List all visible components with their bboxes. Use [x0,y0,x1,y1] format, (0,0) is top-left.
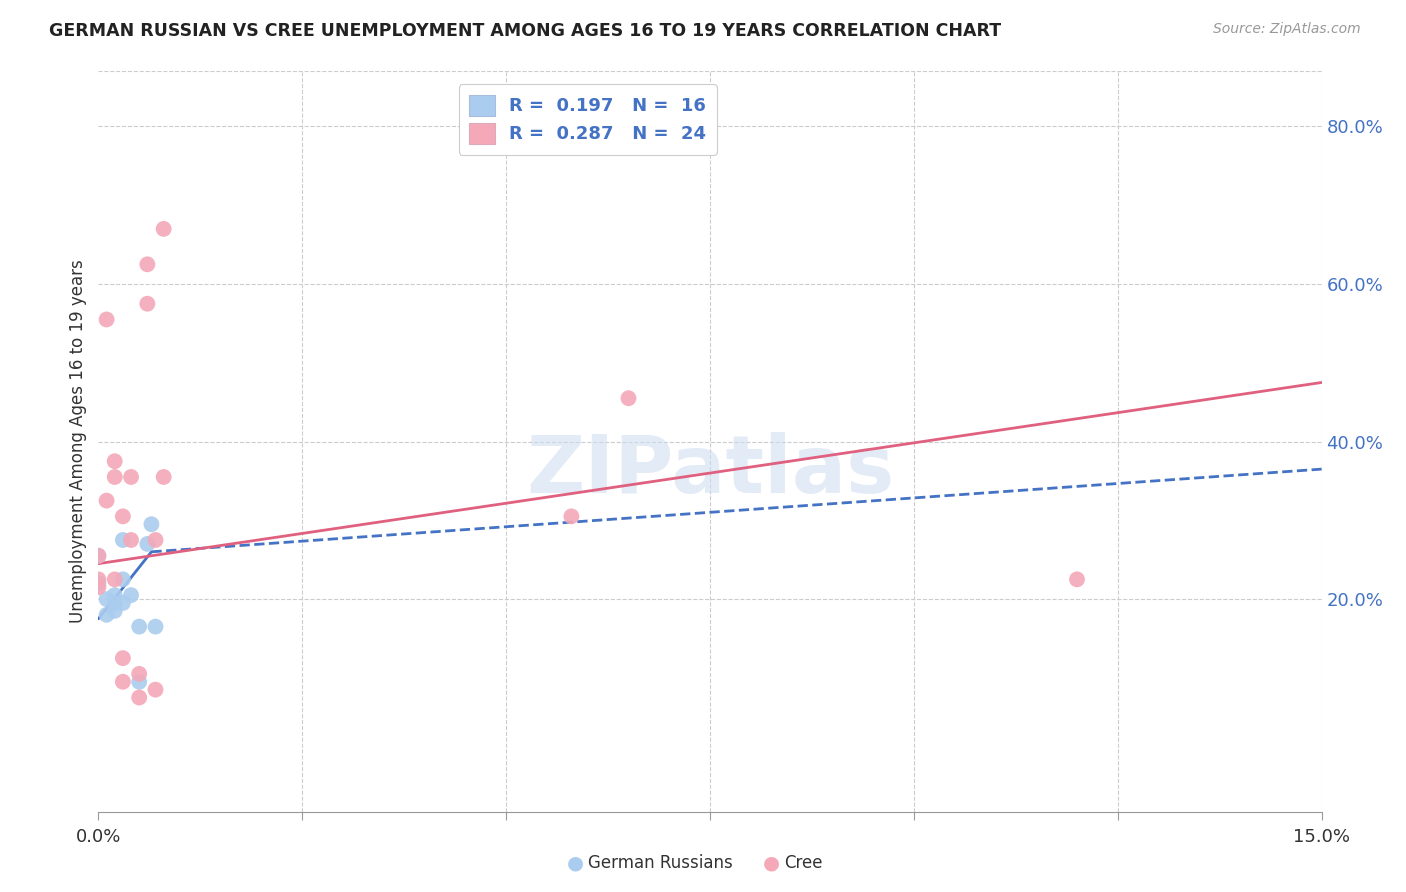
Point [87,576,110,591]
Text: ●: ● [567,854,583,873]
Point [617,391,640,405]
Point [136,257,159,271]
Point [120,588,142,602]
Text: German Russians: German Russians [588,855,733,872]
Point [128,690,150,705]
Point [145,619,167,633]
Point [111,533,134,547]
Text: ZIPatlas: ZIPatlas [526,432,894,510]
Text: Cree: Cree [785,855,823,872]
Point [104,454,127,468]
Point [111,674,134,689]
Point [96,592,118,607]
Point [111,573,134,587]
Point [560,509,582,524]
Text: ●: ● [763,854,780,873]
Point [136,537,159,551]
Point [120,533,142,547]
Point [87,549,110,563]
Point [145,533,167,547]
Point [128,666,150,681]
Point [96,312,118,326]
Y-axis label: Unemployment Among Ages 16 to 19 years: Unemployment Among Ages 16 to 19 years [69,260,87,624]
Point [1066,573,1088,587]
Point [141,517,163,532]
Point [87,580,110,594]
Point [145,682,167,697]
Point [96,493,118,508]
Point [111,596,134,610]
Text: Source: ZipAtlas.com: Source: ZipAtlas.com [1213,22,1361,37]
Point [104,588,127,602]
Point [111,651,134,665]
Text: GERMAN RUSSIAN VS CREE UNEMPLOYMENT AMONG AGES 16 TO 19 YEARS CORRELATION CHART: GERMAN RUSSIAN VS CREE UNEMPLOYMENT AMON… [49,22,1001,40]
Point [104,573,127,587]
Point [152,222,174,236]
Point [128,619,150,633]
Legend: R =  0.197   N =  16, R =  0.287   N =  24: R = 0.197 N = 16, R = 0.287 N = 24 [458,84,717,154]
Point [120,470,142,484]
Point [111,509,134,524]
Point [104,596,127,610]
Point [136,296,159,310]
Point [152,470,174,484]
Point [128,674,150,689]
Point [87,549,110,563]
Point [87,573,110,587]
Point [104,470,127,484]
Point [104,604,127,618]
Point [96,607,118,622]
